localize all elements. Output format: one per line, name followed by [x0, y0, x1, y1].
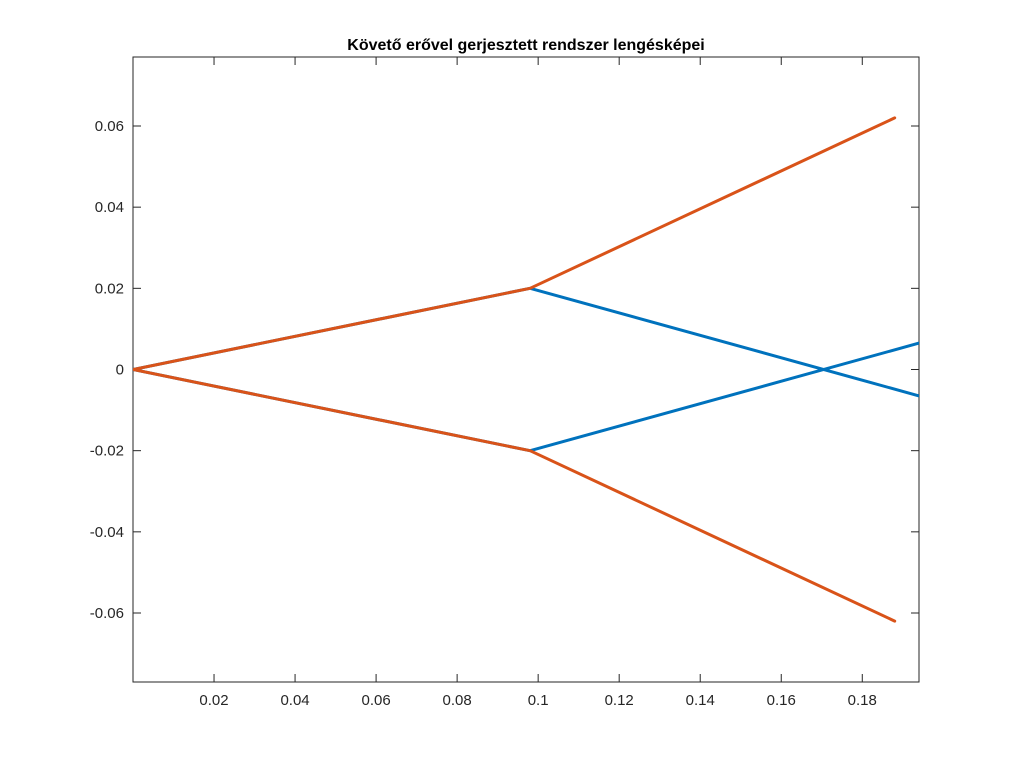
- y-tick-label: 0.04: [95, 199, 124, 216]
- x-tick-label: 0.18: [848, 692, 877, 709]
- y-tick-label: -0.02: [90, 443, 124, 460]
- x-tick-label: 0.02: [199, 692, 228, 709]
- x-tick-label: 0.14: [686, 692, 715, 709]
- y-tick-label: 0.06: [95, 118, 124, 135]
- series-line-3: [133, 116, 897, 371]
- series-group: [133, 116, 919, 623]
- x-tick-label: 0.16: [767, 692, 796, 709]
- series-line-4: [133, 368, 897, 623]
- chart-title: Követő erővel gerjesztett rendszer lengé…: [347, 37, 704, 54]
- x-tick-label: 0.08: [443, 692, 472, 709]
- plot-area: 0.02 0.04 0.06 0.08 0.1 0.12 0.14 0.16 0.18 0.06 0…: [90, 56, 920, 709]
- x-tick-label: 0.1: [528, 692, 549, 709]
- x-tick-label: 0.12: [605, 692, 634, 709]
- y-tick-label: -0.06: [90, 605, 124, 622]
- y-tick-label: 0: [116, 362, 124, 379]
- x-tick-label: 0.06: [361, 692, 390, 709]
- y-tick-label: 0.02: [95, 280, 124, 297]
- x-tick-label: 0.04: [280, 692, 309, 709]
- y-tick-label: -0.04: [90, 524, 124, 541]
